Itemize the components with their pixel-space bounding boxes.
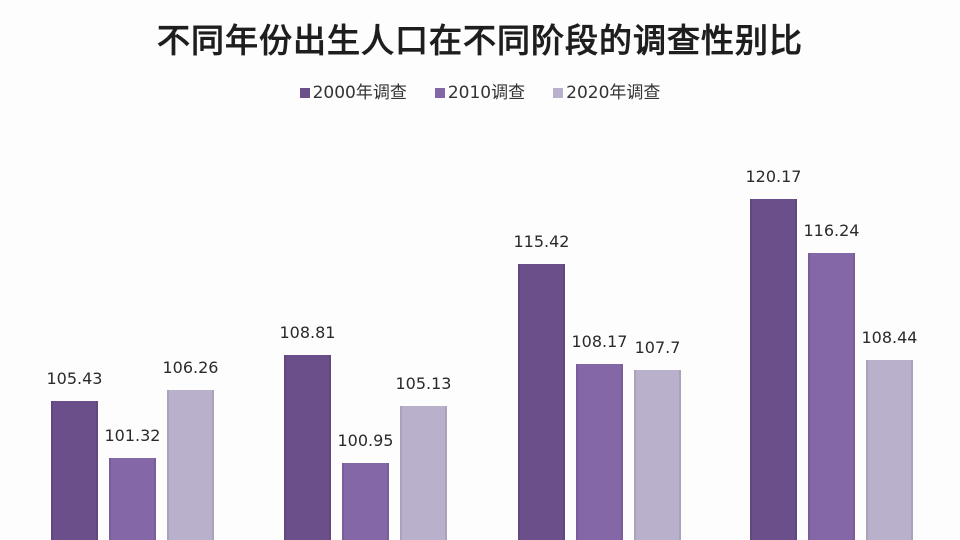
- data-label: 108.17: [571, 331, 628, 351]
- bar: [576, 363, 623, 540]
- bar: [342, 463, 389, 540]
- data-label: 107.7: [634, 338, 681, 358]
- legend-swatch-icon: [434, 88, 445, 98]
- bar: [750, 198, 797, 540]
- legend-item-2000: 2000年调查: [299, 78, 407, 103]
- legend-label: 2010调查: [447, 83, 526, 103]
- data-label: 105.13: [395, 373, 452, 393]
- data-label: 108.81: [279, 323, 336, 342]
- chart-title: 不同年份出生人口在不同阶段的调查性别比: [157, 21, 803, 60]
- legend-item-2020: 2020年调查: [553, 78, 660, 103]
- bar: [634, 370, 681, 540]
- data-label: 106.26: [162, 358, 219, 378]
- data-label: 115.42: [513, 232, 570, 252]
- bar: [866, 360, 913, 540]
- bar: [109, 457, 156, 540]
- data-label: 108.44: [861, 328, 918, 348]
- legend-swatch-icon: [299, 88, 310, 98]
- data-label: 120.17: [745, 166, 802, 186]
- legend-item-2010: 2010调查: [434, 78, 526, 103]
- bar: [284, 355, 331, 540]
- data-label: 101.32: [104, 425, 161, 445]
- data-label: 100.95: [337, 431, 394, 450]
- bar: [51, 401, 98, 540]
- bar: [400, 405, 447, 540]
- legend: 2000年调查 2010调查 2020年调查: [0, 78, 960, 103]
- data-label: 105.43: [46, 369, 103, 389]
- legend-label: 2000年调查: [312, 83, 407, 103]
- legend-swatch-icon: [553, 88, 564, 98]
- bar: [518, 264, 565, 540]
- bar: [808, 252, 855, 540]
- bar: [167, 390, 214, 540]
- data-label: 116.24: [803, 220, 860, 240]
- legend-label: 2020年调查: [566, 83, 661, 103]
